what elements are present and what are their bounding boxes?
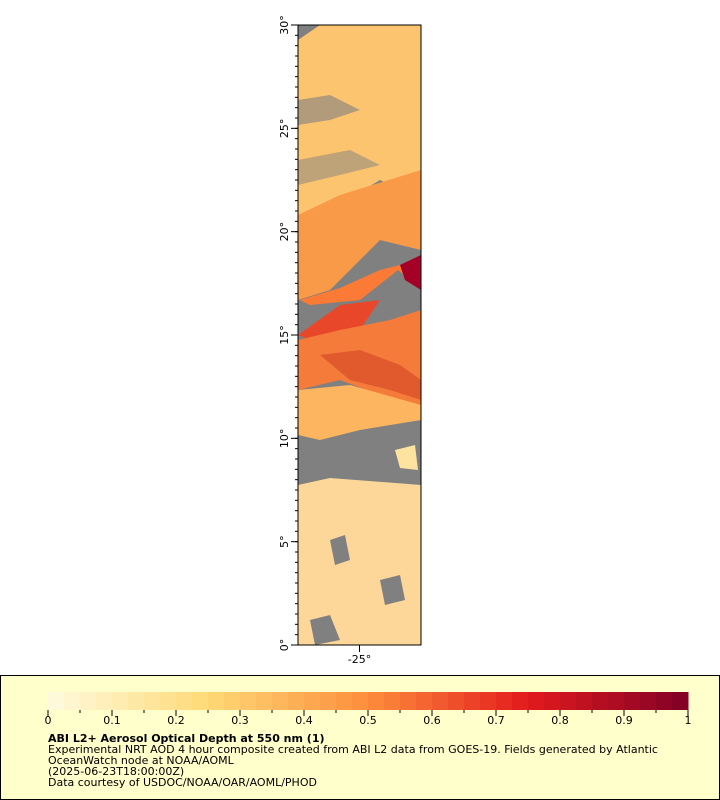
- colorbar-step: [368, 692, 385, 710]
- colorbar-step: [176, 692, 193, 710]
- colorbar-step: [656, 692, 673, 710]
- colorbar-step: [160, 692, 177, 710]
- colorbar-step: [384, 692, 401, 710]
- legend-line: (2025-06-23T18:00:00Z): [48, 765, 184, 778]
- colorbar-step: [672, 692, 689, 710]
- colorbar-step: [48, 692, 65, 710]
- legend-line: Data courtesy of USDOC/NOAA/OAR/AOML/PHO…: [48, 776, 317, 789]
- y-tick-label: 20°: [278, 222, 291, 242]
- colorbar-step: [560, 692, 577, 710]
- colorbar-step: [496, 692, 513, 710]
- colorbar-step: [576, 692, 593, 710]
- colorbar-step: [192, 692, 209, 710]
- colorbar-tick-label: 0: [45, 714, 52, 727]
- colorbar-tick-label: 0.4: [295, 714, 313, 727]
- colorbar-step: [336, 692, 353, 710]
- legend-line: OceanWatch node at NOAA/AOML: [48, 754, 235, 767]
- colorbar-tick-label: 0.2: [167, 714, 185, 727]
- colorbar-step: [128, 692, 145, 710]
- colorbar-step: [224, 692, 241, 710]
- colorbar-step: [208, 692, 225, 710]
- y-tick-label: 15°: [278, 325, 291, 345]
- colorbar-tick-label: 0.3: [231, 714, 249, 727]
- colorbar-step: [272, 692, 289, 710]
- colorbar-step: [544, 692, 561, 710]
- colorbar-step: [256, 692, 273, 710]
- colorbar-step: [304, 692, 321, 710]
- colorbar-step: [528, 692, 545, 710]
- colorbar: 0 0.1 0.2 0.3 0.4 0.5 0.6 0.7 0.8 0.9 1: [45, 692, 692, 727]
- colorbar-step: [288, 692, 305, 710]
- colorbar-tick-label: 0.9: [615, 714, 633, 727]
- colorbar-step: [352, 692, 369, 710]
- colorbar-tick-label: 0.5: [359, 714, 377, 727]
- colorbar-step: [464, 692, 481, 710]
- aod-map: [298, 25, 421, 645]
- colorbar-tick-label: 0.7: [487, 714, 505, 727]
- colorbar-step: [448, 692, 465, 710]
- y-tick-label: 5°: [278, 535, 291, 548]
- colorbar-tick-label: 0.8: [551, 714, 569, 727]
- colorbar-step: [80, 692, 97, 710]
- colorbar-step: [400, 692, 417, 710]
- colorbar-step: [512, 692, 529, 710]
- colorbar-tick-label: 0.6: [423, 714, 441, 727]
- colorbar-step: [240, 692, 257, 710]
- colorbar-step: [432, 692, 449, 710]
- colorbar-step: [624, 692, 641, 710]
- colorbar-step: [592, 692, 609, 710]
- y-tick-label: 0°: [278, 639, 291, 652]
- x-tick-label: -25°: [348, 653, 371, 666]
- y-tick-label: 25°: [278, 119, 291, 139]
- colorbar-step: [640, 692, 657, 710]
- legend-line: Experimental NRT AOD 4 hour composite cr…: [48, 743, 658, 756]
- colorbar-step: [320, 692, 337, 710]
- colorbar-step: [144, 692, 161, 710]
- colorbar-step: [480, 692, 497, 710]
- colorbar-step: [112, 692, 129, 710]
- axes: 0° 5° 10° 15° 20° 25° 30° -25°: [278, 15, 371, 666]
- colorbar-step: [64, 692, 81, 710]
- y-tick-label: 30°: [278, 15, 291, 35]
- y-tick-label: 10°: [278, 429, 291, 449]
- legend-title: ABI L2+ Aerosol Optical Depth at 550 nm …: [48, 732, 325, 745]
- colorbar-tick-label: 1: [685, 714, 692, 727]
- colorbar-step: [608, 692, 625, 710]
- colorbar-step: [96, 692, 113, 710]
- colorbar-step: [416, 692, 433, 710]
- colorbar-tick-label: 0.1: [103, 714, 121, 727]
